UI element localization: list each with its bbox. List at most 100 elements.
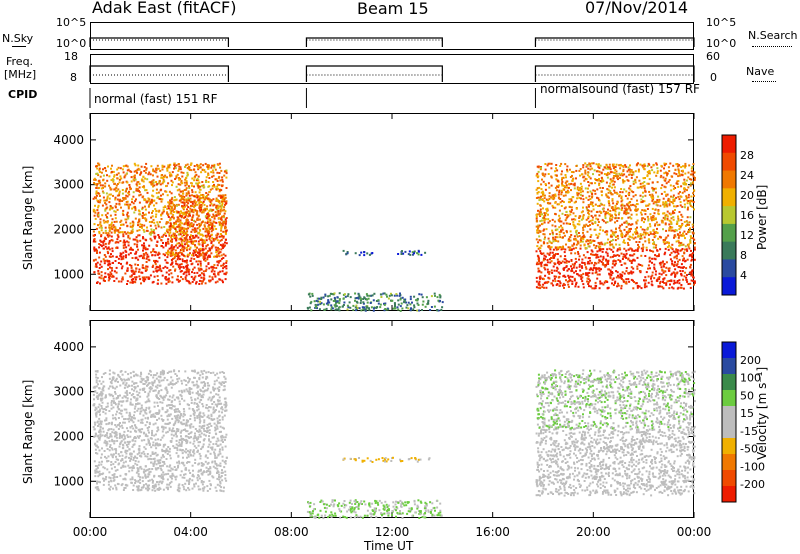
echo-cell [194,234,197,237]
echo-cell [554,213,557,216]
echo-cell [155,213,158,216]
echo-cell [600,190,603,193]
echo-cell [180,248,183,251]
echo-cell [166,211,169,214]
echo-cell [203,258,205,261]
echo-cell [175,198,178,201]
echo-cell [681,169,684,172]
echo-cell [608,272,611,275]
echo-cell [658,262,661,265]
echo-cell [399,305,402,308]
echo-cell [407,307,410,310]
echo-cell [192,268,194,271]
echo-cell [118,231,121,234]
echo-cell [543,216,546,219]
echo-cell [108,175,111,178]
echo-cell [591,167,594,170]
echo-cell [651,257,654,260]
echo-cell [171,247,174,250]
echo-cell [193,204,196,207]
echo-cell [224,194,227,197]
echo-cell [670,226,673,229]
echo-cell [217,210,220,212]
echo-cell [110,167,112,170]
echo-cell [591,203,594,206]
echo-cell [221,279,224,282]
echo-cell [626,204,629,207]
echo-cell [118,192,121,195]
echo-cell [689,282,692,285]
echo-cell [102,219,105,222]
echo-cell [105,203,108,206]
echo-cell [157,195,160,198]
echo-cell [133,211,136,214]
echo-cell [128,237,131,240]
echo-cell [144,189,147,192]
echo-cell [556,266,559,269]
echo-cell [204,460,207,463]
echo-cell [179,270,182,273]
echo-cell [209,204,212,207]
echo-cell [170,179,173,182]
echo-cell [560,189,563,192]
echo-cell [581,276,584,279]
echo-cell [558,214,561,217]
echo-cell [131,228,134,231]
echo-cell [596,267,599,270]
echo-cell [673,199,676,202]
echo-cell [186,167,189,169]
echo-cell [643,200,646,203]
echo-cell [384,308,387,310]
echo-cell [562,236,564,239]
echo-cell [641,164,644,167]
echo-cell [215,206,218,209]
echo-cell [168,247,171,250]
echo-cell [604,242,607,245]
echo-cell [598,259,601,262]
echo-cell [608,268,610,271]
echo-cell [641,182,644,185]
echo-cell [173,257,176,260]
echo-cell [220,169,223,172]
echo-cell [180,240,183,243]
echo-cell [192,214,195,217]
echo-cell [137,270,140,273]
echo-cell [636,163,639,166]
echo-cell [203,186,206,189]
echo-cell [573,264,576,267]
echo-cell [164,232,167,235]
echo-cell [161,174,164,176]
echo-cell [202,184,205,187]
echo-cell [142,255,145,258]
echo-cell [198,477,201,480]
echo-cell [628,191,631,194]
echo-cell [156,260,159,263]
echo-cell [567,283,570,286]
echo-cell [92,240,95,243]
echo-cell [132,278,135,280]
echo-cell [685,267,688,270]
echo-cell [322,303,325,306]
echo-cell [683,181,686,184]
echo-cell [547,173,550,175]
echo-cell [222,214,225,217]
echo-cell [222,245,225,248]
echo-cell [197,232,199,235]
echo-cell [543,197,546,200]
echo-cell [390,292,392,295]
echo-cell [169,199,172,202]
echo-cell [595,268,598,271]
echo-cell [633,231,636,234]
echo-cell [630,272,633,275]
echo-cell [122,255,125,258]
echo-cell [565,260,568,263]
echo-cell [157,269,160,272]
echo-cell [689,265,692,268]
echo-cell [439,296,442,299]
x-tick-label: 20:00 [576,525,611,539]
echo-cell [196,182,199,185]
echo-cell [201,202,204,204]
echo-cell [692,237,695,240]
echo-cell [200,204,203,206]
echo-cell [661,285,664,288]
